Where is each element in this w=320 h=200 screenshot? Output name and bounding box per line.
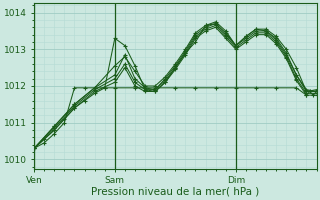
- X-axis label: Pression niveau de la mer( hPa ): Pression niveau de la mer( hPa ): [91, 187, 260, 197]
